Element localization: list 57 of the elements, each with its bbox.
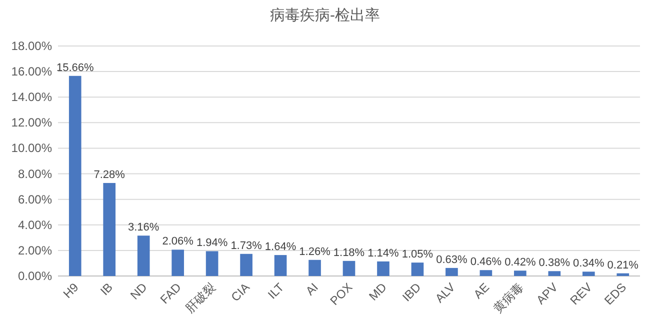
- y-tick-label: 16.00%: [11, 64, 52, 79]
- data-label: 0.46%: [470, 256, 502, 268]
- bar: [308, 260, 321, 276]
- data-label: 0.38%: [538, 257, 570, 270]
- bar: [137, 236, 150, 276]
- y-tick-label: 8.00%: [18, 166, 52, 181]
- data-label: 3.16%: [128, 222, 160, 234]
- bar: [68, 76, 82, 276]
- y-tick-label: 18.00%: [11, 39, 52, 53]
- data-label: 15.66%: [56, 62, 94, 74]
- y-tick-label: 12.00%: [11, 116, 52, 130]
- x-tick-label: H9: [60, 280, 82, 301]
- x-tick-label: IBD: [400, 280, 424, 304]
- bar: [377, 261, 390, 276]
- bar: [616, 273, 630, 276]
- y-tick-label: 4.00%: [18, 218, 52, 232]
- data-label: 0.42%: [504, 256, 536, 269]
- data-label: 0.21%: [607, 259, 639, 272]
- data-label: 0.34%: [573, 258, 604, 270]
- x-tick-label: IB: [98, 280, 116, 298]
- bar: [514, 270, 526, 276]
- x-tick-label: AE: [470, 280, 492, 302]
- data-label: 2.06%: [162, 236, 194, 248]
- data-label: 1.18%: [333, 246, 365, 259]
- y-tick-label: 0.00%: [18, 269, 52, 283]
- bar: [480, 270, 492, 276]
- data-label: 1.64%: [264, 241, 296, 254]
- bar: [103, 182, 116, 276]
- x-tick-label: ND: [128, 280, 150, 302]
- bar: [172, 250, 184, 276]
- bar: [342, 260, 356, 276]
- y-tick-label: 10.00%: [11, 141, 52, 156]
- data-label: 1.05%: [402, 248, 434, 261]
- bar: [206, 251, 218, 276]
- x-tick-label: AI: [302, 280, 321, 298]
- data-label: 0.63%: [436, 254, 468, 266]
- bar: [582, 272, 595, 276]
- x-tick-label: CIA: [228, 280, 252, 304]
- data-label: 1.26%: [299, 246, 331, 258]
- bar: [446, 268, 458, 276]
- data-label: 1.94%: [196, 237, 228, 250]
- chart-title: 病毒疾病-检出率: [270, 7, 380, 24]
- data-label: 1.73%: [230, 240, 262, 252]
- x-tick-label: FAD: [158, 280, 184, 307]
- x-tick-label: MD: [366, 280, 390, 304]
- bar: [274, 255, 287, 276]
- y-tick-label: 6.00%: [18, 192, 52, 206]
- x-tick-label: ILT: [265, 280, 288, 302]
- data-label: 1.14%: [368, 247, 400, 260]
- x-tick-label: 黄病毒: [490, 280, 526, 316]
- x-tick-label: 肝破裂: [182, 280, 218, 316]
- bar: [411, 262, 424, 276]
- y-tick-label: 2.00%: [18, 243, 52, 258]
- bar: [548, 271, 561, 276]
- data-label: 7.28%: [94, 168, 126, 181]
- bar: [240, 254, 252, 276]
- y-tick-label: 14.00%: [11, 90, 52, 104]
